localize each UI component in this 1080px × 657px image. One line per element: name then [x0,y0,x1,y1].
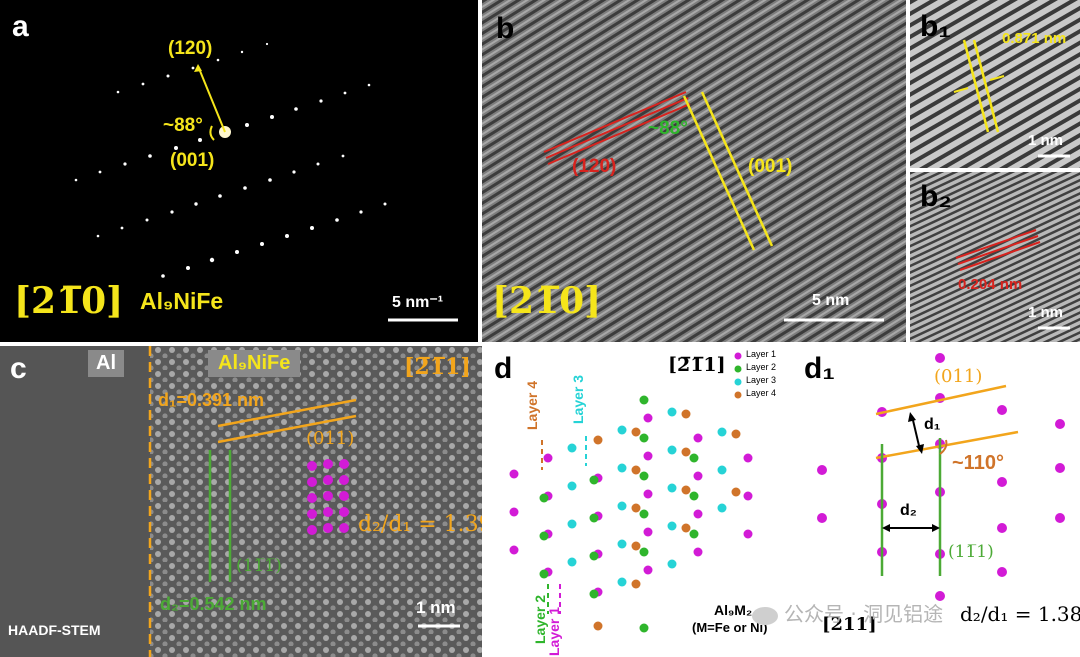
diffraction-spots [74,42,458,322]
panel-label: d₁ [804,352,835,385]
scale-bar-label: 1 nm [1028,132,1064,149]
scale-bar-label: 1 nm [1028,304,1064,321]
d1-geometry [817,353,1065,601]
panel-b-hrtem: b (120) ~88° (001) [21̅0] 5 nm [482,0,906,342]
d2-label: d₂=0.542 nm [160,594,267,614]
legend-layer-2: Layer 2 [746,362,777,372]
panel-label: d [494,352,513,385]
haadf-image [0,346,482,657]
panel-b1-fringes: b₁ 0.871 nm 1 nm [910,0,1080,168]
plane-label-120: (120) [168,38,213,59]
phase-label: Al₉NiFe [140,288,224,314]
layer-tag-1: Layer 1 [546,606,562,656]
panel-label: b₂ [920,180,952,213]
spacing-label: 0.204 nm [958,276,1023,293]
plane-label-120: (120) [572,156,617,177]
panel-label: a [12,10,29,43]
compound-note: (M=Fe or Ni) [692,620,768,635]
panel-d-structure-model: d [2̅1̅1] Layer 1 Layer 2 Layer 3 Layer … [486,346,794,657]
plane-label-1m11: (11̅1̅) [236,556,282,576]
plane-label-1m11: (11̅1) [948,542,994,562]
layer-tag-3: Layer 3 [570,374,586,424]
zone-axis-label: [21̅0] [14,280,124,322]
d1-label: d₁=0.391 nm [158,390,264,410]
d1-label: d₁ [924,416,941,433]
legend-layer-1: Layer 1 [746,349,777,359]
zone-axis-label: [211] [822,614,877,635]
scale-bar-label: 1 nm [416,598,456,617]
b2-fringes [910,172,1080,342]
angle-label: ~110° [952,452,1004,474]
lattice-fringes [482,0,906,342]
ratio-label: d₂/d₁ = 1.38 [960,602,1080,626]
panel-label: b₁ [920,10,951,43]
angle-label: ~88° [163,115,203,136]
legend-layer-3: Layer 3 [746,375,777,385]
plane-label-011: (011) [934,366,983,387]
zone-axis-label: [2̅1̅1] [404,354,471,380]
panel-c-haadf: c Al Al₉NiFe [2̅1̅1] d₁=0.391 nm (011) (… [0,346,482,657]
spacing-label: 0.871 nm [1002,30,1067,47]
imaging-mode-label: HAADF-STEM [8,622,101,638]
plane-label-001: (001) [170,150,215,171]
zone-axis-label: [21̅0] [492,280,602,322]
scale-bar-label: 5 nm⁻¹ [392,294,444,311]
plane-label-001: (001) [748,156,793,177]
ratio-label: d₂/d₁ = 1.39 [358,512,482,537]
zone-axis-label: [2̅1̅1] [668,354,726,376]
layer-tag-4: Layer 4 [524,380,540,430]
panel-a-diffraction: a (120) ~88° (001) [21̅0] Al₉NiFe 5 nm⁻¹ [0,0,478,342]
layer-model [509,352,753,633]
legend-layer-4: Layer 4 [746,388,777,398]
panel-label: b [496,12,515,45]
angle-label: ~88° [648,118,688,139]
panel-label: c [10,352,27,385]
watermark-icon [752,606,778,625]
b1-fringes [910,0,1080,168]
compound-label: Al₉M₂ [714,602,753,618]
scale-bar-label: 5 nm [812,292,850,309]
panel-d1-geometry: d₁ (011) d₁ ~110° d₂ (11̅1) [211] d₂/d₁ … [796,346,1080,657]
watermark-text: 公众号 · 洞见铝途 [784,602,944,626]
d2-label: d₂ [900,502,917,519]
region-phase-label: Al₉NiFe [208,350,301,377]
plane-label-011: (011) [306,428,355,449]
panel-b2-fringes: b₂ 0.204 nm 1 nm [910,172,1080,342]
watermark: 公众号 · 洞见铝途 [752,598,943,627]
region-al-label: Al [88,350,124,377]
